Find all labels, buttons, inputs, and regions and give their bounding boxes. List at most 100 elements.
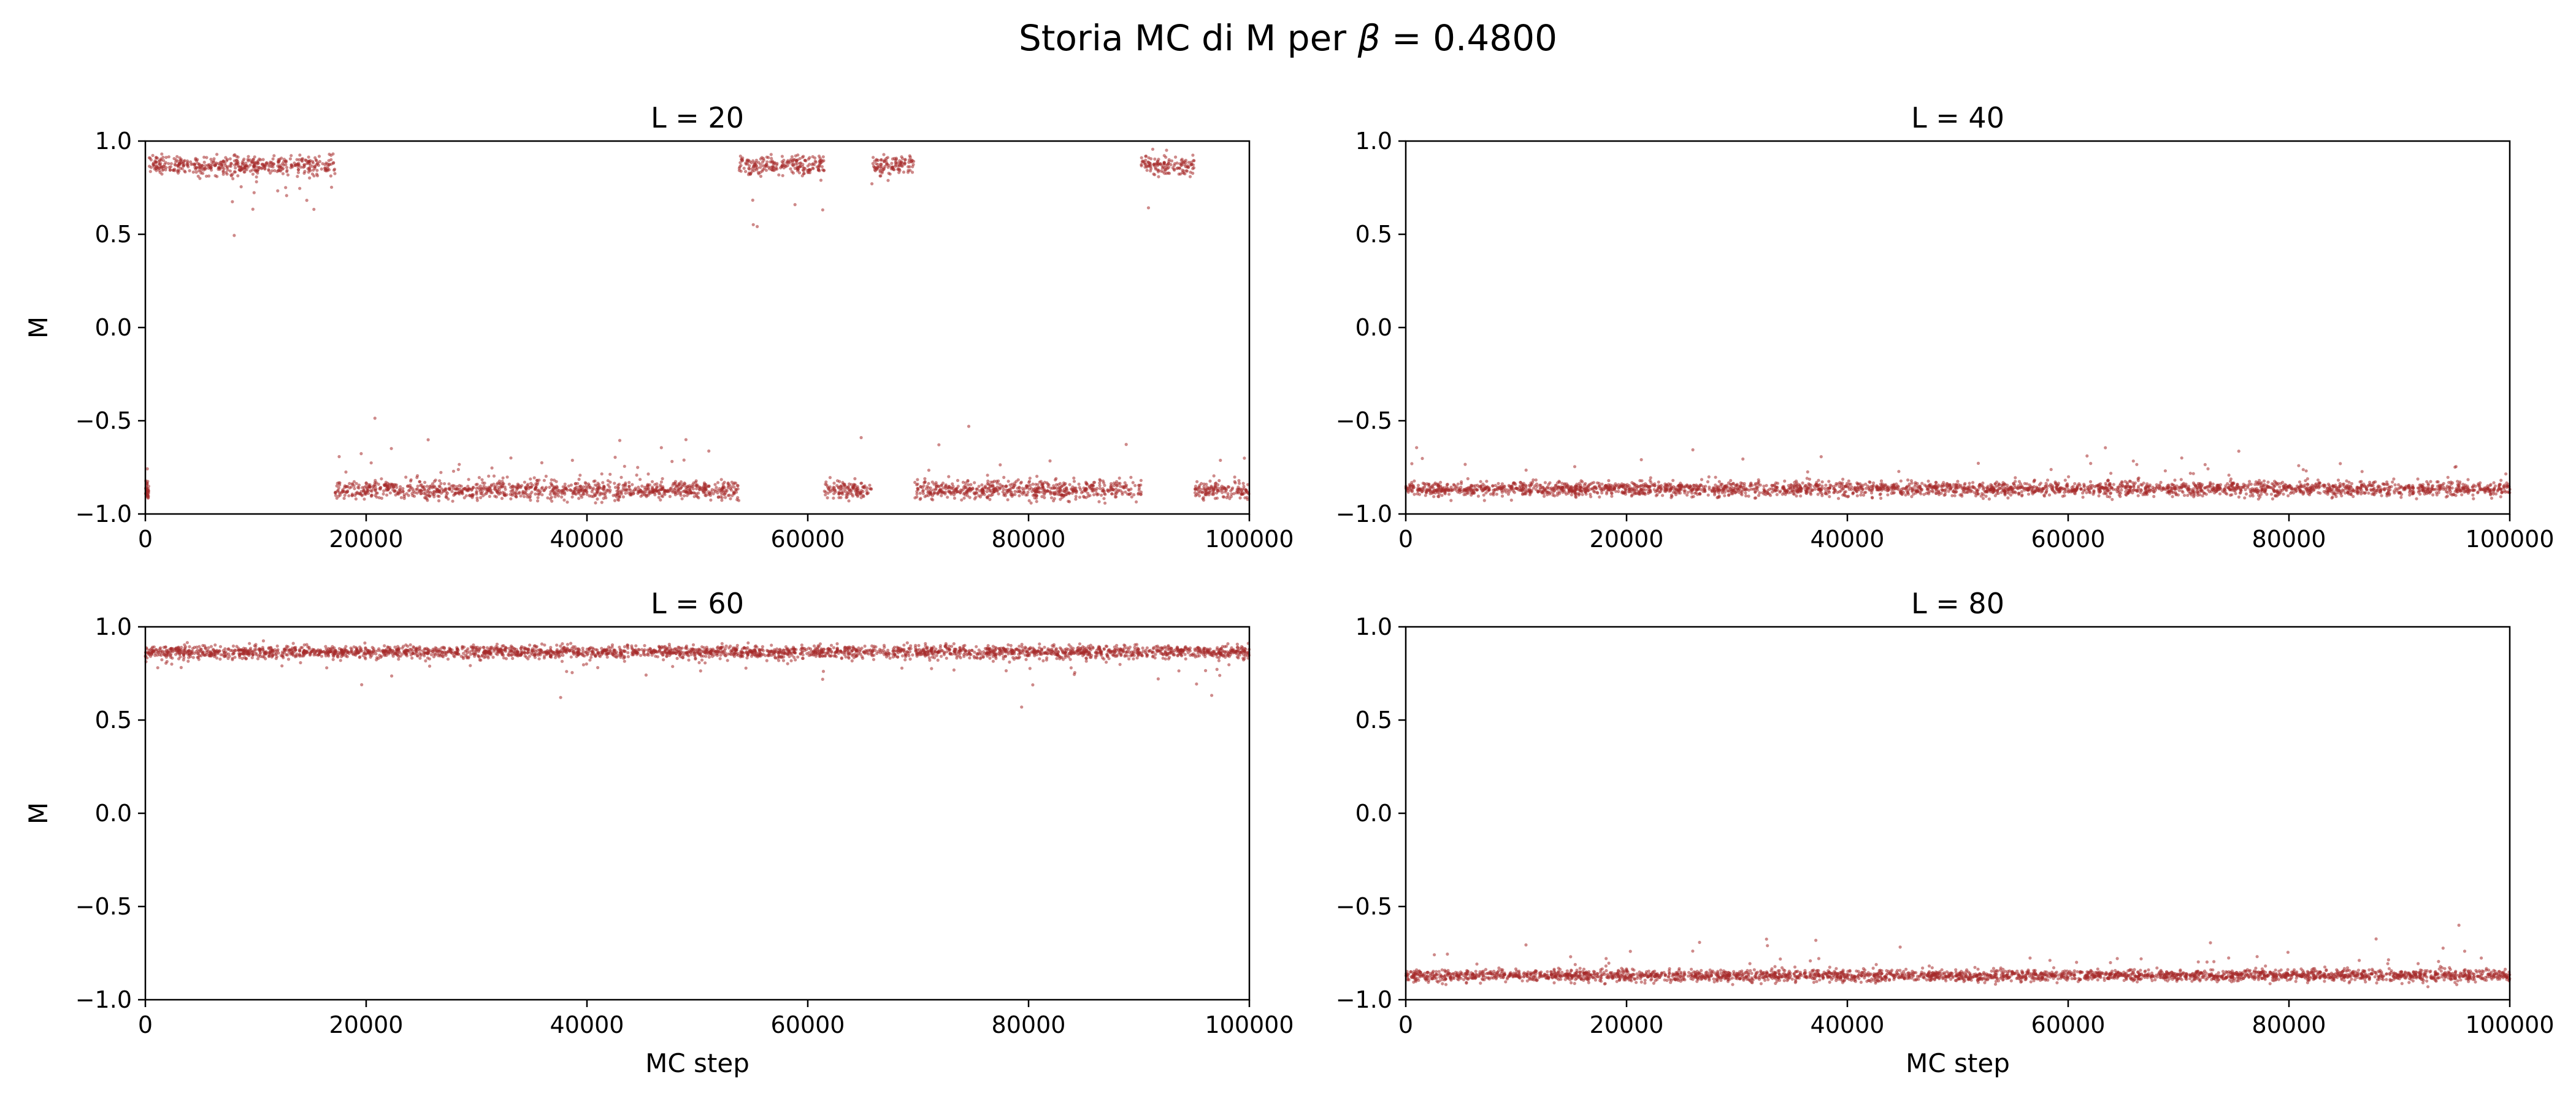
data-point (415, 491, 419, 495)
data-point (1581, 493, 1584, 496)
data-point (210, 160, 213, 164)
data-point (849, 491, 853, 495)
data-point (381, 492, 385, 496)
data-point (1078, 486, 1081, 489)
data-point (902, 161, 906, 165)
data-point (972, 491, 976, 495)
data-point (451, 484, 455, 488)
data-point (613, 486, 618, 489)
data-point (1103, 501, 1107, 505)
data-point (802, 172, 805, 175)
data-point (692, 495, 696, 499)
data-point (326, 164, 330, 168)
data-point (1074, 497, 1078, 501)
data-point (317, 155, 321, 158)
data-point (563, 482, 567, 486)
data-point (548, 497, 552, 500)
data-point (164, 168, 167, 172)
data-point (1497, 481, 1500, 486)
data-point (448, 487, 452, 491)
data-point (848, 482, 851, 486)
data-point (486, 488, 489, 491)
data-point (207, 174, 211, 178)
data-point (1238, 481, 1241, 485)
data-point (919, 485, 922, 489)
data-point (746, 173, 751, 177)
data-point (577, 477, 581, 481)
data-point (2049, 483, 2053, 486)
data-point (2173, 478, 2177, 482)
data-point (1131, 481, 1135, 485)
data-point (1157, 163, 1161, 166)
data-point (368, 483, 372, 487)
data-point (1031, 494, 1035, 497)
data-point (298, 186, 302, 190)
data-point (646, 483, 650, 486)
x-tick-label: 60000 (771, 526, 845, 553)
data-point (190, 163, 193, 166)
data-point (689, 485, 693, 489)
data-point (2326, 493, 2329, 496)
data-point (468, 494, 472, 497)
data-point (1114, 491, 1118, 496)
data-point (2298, 480, 2302, 484)
data-point (1729, 478, 1733, 483)
data-point (949, 492, 953, 496)
data-point (967, 424, 971, 428)
data-point (1124, 443, 1128, 447)
data-point (1029, 501, 1033, 505)
data-point (2318, 491, 2322, 495)
data-point (331, 161, 335, 165)
data-point (726, 494, 730, 497)
data-point (1013, 493, 1017, 496)
data-point (1993, 482, 1997, 486)
data-point (1827, 480, 1831, 483)
data-point (913, 496, 917, 500)
data-point (251, 172, 255, 176)
data-point (1550, 488, 1554, 492)
data-point (573, 488, 577, 492)
data-point (1587, 483, 1591, 487)
data-point (510, 493, 514, 497)
data-point (298, 153, 302, 157)
data-point (200, 164, 204, 167)
data-point (291, 165, 294, 169)
data-point (759, 166, 762, 169)
data-point (517, 491, 521, 495)
data-point (2066, 488, 2070, 492)
data-point (1081, 490, 1085, 494)
data-point (654, 489, 659, 493)
data-point (853, 477, 857, 481)
data-point (969, 483, 973, 486)
data-point (946, 486, 951, 490)
data-point (814, 160, 818, 164)
data-point (1098, 484, 1102, 488)
data-point (689, 491, 693, 495)
data-point (233, 170, 237, 174)
data-point (1607, 479, 1611, 483)
data-point (1137, 484, 1141, 488)
data-point (548, 485, 551, 489)
data-point (374, 494, 377, 497)
data-point (532, 476, 536, 480)
data-point (310, 172, 315, 176)
data-point (2081, 496, 2085, 499)
data-point (841, 490, 845, 494)
data-point (259, 158, 263, 162)
data-point (477, 476, 481, 480)
data-point (638, 478, 642, 481)
data-point (443, 482, 447, 486)
data-point (720, 493, 724, 496)
data-point (903, 158, 907, 162)
data-point (374, 485, 377, 488)
data-point (583, 489, 586, 493)
data-point (385, 493, 389, 497)
data-point (285, 166, 289, 169)
data-point (2071, 485, 2075, 488)
data-point (1018, 494, 1021, 497)
data-point (281, 172, 285, 175)
data-point (353, 487, 356, 491)
data-point (876, 163, 880, 166)
data-point (1220, 485, 1224, 488)
data-point (882, 153, 886, 156)
